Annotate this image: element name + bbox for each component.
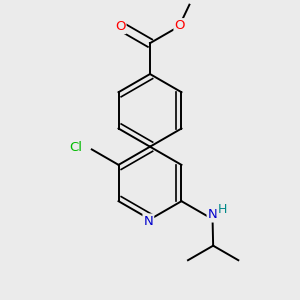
Text: O: O	[175, 19, 185, 32]
Text: H: H	[218, 203, 227, 216]
Text: N: N	[208, 208, 218, 221]
Text: O: O	[115, 20, 125, 33]
Text: N: N	[143, 214, 153, 227]
Text: Cl: Cl	[70, 141, 83, 154]
